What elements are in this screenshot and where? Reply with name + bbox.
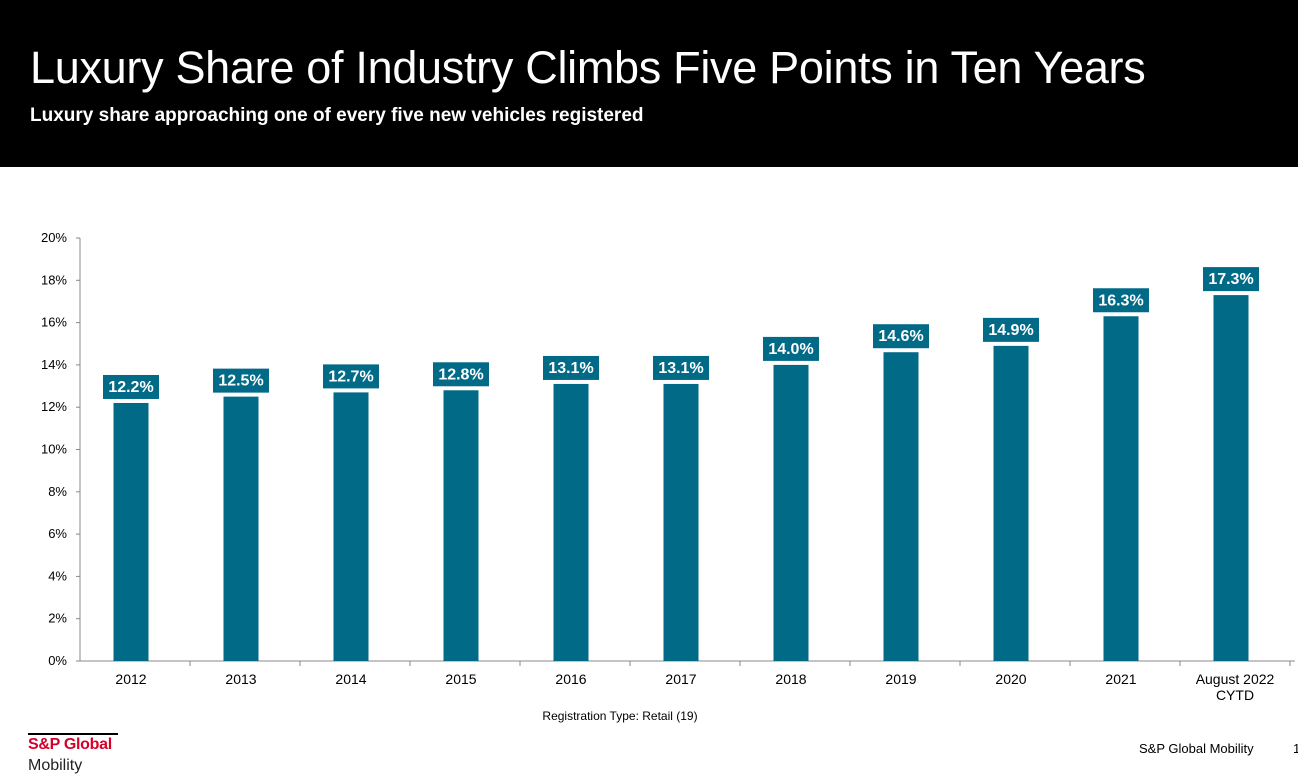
bar xyxy=(553,383,589,661)
x-tick-label: 2020 xyxy=(995,671,1026,687)
x-tick-label: 2017 xyxy=(665,671,696,687)
x-tick-label: 2018 xyxy=(775,671,806,687)
data-label: 14.9% xyxy=(988,322,1033,339)
logo-rule xyxy=(28,733,118,735)
x-tick-label: 2012 xyxy=(115,671,146,687)
bar xyxy=(443,390,479,661)
bar xyxy=(1103,316,1139,661)
y-tick-label: 12% xyxy=(41,399,67,414)
footer-brand: S&P Global Mobility xyxy=(1139,741,1254,756)
x-tick-label: 2021 xyxy=(1105,671,1136,687)
y-tick-label: 10% xyxy=(41,442,67,457)
bar xyxy=(1213,295,1249,661)
x-tick-label: 2015 xyxy=(445,671,476,687)
page-title: Luxury Share of Industry Climbs Five Poi… xyxy=(30,42,1146,93)
y-tick-label: 14% xyxy=(41,357,67,372)
bar xyxy=(663,383,699,661)
data-label-box xyxy=(1093,288,1149,313)
data-label: 13.1% xyxy=(658,360,703,377)
x-tick-label: CYTD xyxy=(1216,687,1254,703)
data-label: 17.3% xyxy=(1208,271,1253,288)
data-label-box xyxy=(873,324,929,349)
data-label-box xyxy=(983,317,1039,342)
y-tick-label: 8% xyxy=(48,484,67,499)
logo-line-2: Mobility xyxy=(28,757,83,774)
y-tick-label: 0% xyxy=(48,653,67,668)
data-label-box xyxy=(433,362,489,387)
title-banner: Luxury Share of Industry Climbs Five Poi… xyxy=(0,0,1298,167)
data-label: 16.3% xyxy=(1098,292,1143,309)
logo-line-1: S&P Global xyxy=(28,736,112,753)
bar xyxy=(883,352,919,661)
x-tick-label: 2019 xyxy=(885,671,916,687)
y-tick-label: 16% xyxy=(41,315,67,330)
company-logo: S&P Global xyxy=(28,736,112,754)
y-tick-label: 18% xyxy=(41,272,67,287)
y-tick-label: 6% xyxy=(48,526,67,541)
y-tick-label: 2% xyxy=(48,611,67,626)
data-label-box xyxy=(543,355,599,380)
data-label: 14.0% xyxy=(768,341,813,358)
data-label-box xyxy=(323,364,379,389)
data-label-box xyxy=(103,374,159,399)
y-tick-label: 4% xyxy=(48,568,67,583)
data-label: 12.8% xyxy=(438,366,483,383)
data-label-box xyxy=(213,368,269,393)
x-tick-label: 2016 xyxy=(555,671,586,687)
page-number: 1 xyxy=(1293,741,1298,756)
data-label-box xyxy=(1203,267,1259,292)
page-subtitle: Luxury share approaching one of every fi… xyxy=(30,105,644,126)
y-tick-label: 20% xyxy=(41,230,67,245)
x-tick-label: 2014 xyxy=(335,671,366,687)
data-label-box xyxy=(763,336,819,361)
data-label: 14.6% xyxy=(878,328,923,345)
data-label: 13.1% xyxy=(548,360,593,377)
bar xyxy=(223,396,259,661)
bar xyxy=(113,402,149,661)
data-label: 12.2% xyxy=(108,379,153,396)
x-tick-label: August 2022 xyxy=(1196,671,1275,687)
bar xyxy=(993,345,1029,661)
data-label: 12.7% xyxy=(328,368,373,385)
data-label-box xyxy=(653,355,709,380)
data-label: 12.5% xyxy=(218,373,263,390)
x-tick-label: 2013 xyxy=(225,671,256,687)
bar xyxy=(333,392,369,661)
bar xyxy=(773,364,809,661)
x-axis-title: Registration Type: Retail (19) xyxy=(542,709,698,723)
